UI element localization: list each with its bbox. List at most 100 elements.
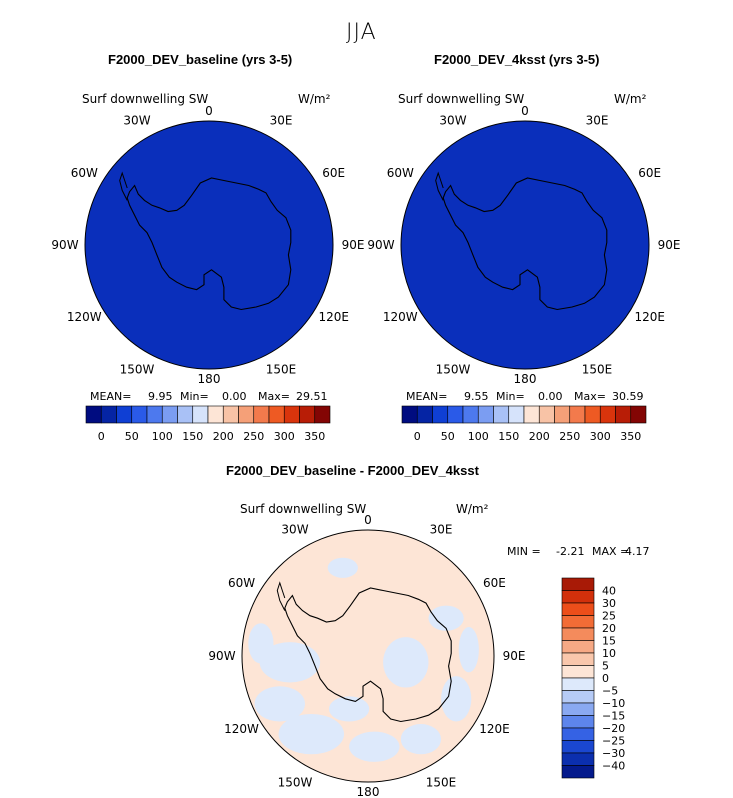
panel2-colorbar-tick-100: 100 [468, 430, 489, 443]
panel3-min-label: MIN = [507, 545, 541, 558]
panel3-peninsula-coastline [276, 581, 286, 611]
panel3-anomaly-patch-7 [327, 557, 358, 578]
season-label: JJA [346, 20, 377, 45]
panel3-max-value: 4.17 [625, 545, 650, 558]
panel2-colorbar-cell-14 [615, 405, 632, 424]
panel3-colorbar-cell-11 [561, 715, 595, 729]
panel2-colorbar-cell-6 [493, 405, 510, 424]
panel3-colorbar-cell-2 [561, 602, 595, 616]
panel3-anomaly-patch-3 [349, 731, 400, 762]
panel2-colorbar-cell-7 [508, 405, 525, 424]
panel1-lon-label-30W: 30W [123, 113, 150, 127]
panel1-peninsula-coastline [119, 171, 128, 201]
panel1-lon-label-120W: 120W [67, 310, 102, 324]
panel2-lon-label-90W: 90W [367, 238, 394, 252]
panel3-colorbar-cell-13 [561, 740, 595, 754]
panel2-lon-label-0: 0 [521, 104, 529, 118]
panel3-colorbar-tick-12: −25 [602, 735, 625, 748]
panel3-lon-label-150W: 150W [278, 775, 313, 789]
panel3-lon-label-120E: 120E [479, 722, 510, 736]
panel3-colorbar-cell-12 [561, 727, 595, 741]
panel3-antarctica-coastline [284, 587, 452, 723]
panel3-colorbar-tick-0: 40 [602, 585, 616, 598]
panel3-colorbar-tick-13: −30 [602, 747, 625, 760]
panel2-colorbar-cell-10 [554, 405, 571, 424]
panel1-lon-label-60W: 60W [71, 166, 98, 180]
panel3-colorbar-cell-14 [561, 752, 595, 766]
panel2-lon-label-30E: 30E [586, 113, 609, 127]
panel2-colorbar-cell-11 [569, 405, 586, 424]
panel3-anomaly-patch-10 [248, 623, 274, 664]
panel3-colorbar-tick-8: −5 [602, 685, 618, 698]
panel1-map-disc [84, 120, 334, 370]
panel1-colorbar-tick-250: 250 [243, 430, 264, 443]
panel3-colorbar-cell-6 [561, 652, 595, 666]
panel3-colorbar-tick-4: 15 [602, 635, 616, 648]
panel3-colorbar-tick-3: 20 [602, 622, 616, 635]
panel1-colorbar-cell-4 [146, 405, 163, 424]
panel2-title: F2000_DEV_4ksst (yrs 3-5) [434, 52, 600, 67]
panel1-lon-label-180: 180 [198, 372, 221, 386]
panel2-colorbar-cell-0 [401, 405, 418, 424]
panel3-lon-label-120W: 120W [224, 722, 259, 736]
panel2-colorbar-tick-300: 300 [590, 430, 611, 443]
panel3-max-label: MAX = [592, 545, 630, 558]
panel1-colorbar-cell-3 [131, 405, 148, 424]
panel1-lon-label-120E: 120E [318, 310, 349, 324]
panel2-min-value: 0.00 [538, 390, 563, 403]
panel3-colorbar-cell-8 [561, 677, 595, 691]
panel3-anomaly-patch-0 [259, 642, 321, 683]
panel2-lon-label-60E: 60E [638, 166, 661, 180]
panel3-colorbar-cell-7 [561, 665, 595, 679]
panel3-anomaly-patch-9 [328, 696, 370, 722]
panel3-anomaly-patch-6 [428, 605, 464, 631]
panel2-antarctica-coastline [442, 177, 608, 311]
panel1-colorbar-cell-2 [116, 405, 133, 424]
panel2-lon-label-30W: 30W [439, 113, 466, 127]
panel3-lon-label-90W: 90W [208, 649, 235, 663]
panel2-colorbar-cell-1 [416, 405, 433, 424]
panel1-colorbar-cell-11 [253, 405, 270, 424]
panel2-lon-label-120W: 120W [383, 310, 418, 324]
panel1-lon-label-60E: 60E [322, 166, 345, 180]
panel1-colorbar-tick-0: 0 [98, 430, 105, 443]
panel3-colorbar-tick-5: 10 [602, 647, 616, 660]
panel2-colorbar-cell-4 [462, 405, 479, 424]
panel1-units: W/m² [298, 92, 331, 106]
panel1-colorbar-cell-12 [268, 405, 285, 424]
panel1-colorbar-cell-15 [314, 405, 331, 424]
panel3-colorbar-tick-11: −20 [602, 722, 625, 735]
panel3-colorbar-cell-15 [561, 765, 595, 779]
panel3-lon-label-150E: 150E [426, 775, 457, 789]
panel2-colorbar-cell-12 [584, 405, 601, 424]
panel3-colorbar-tick-2: 25 [602, 610, 616, 623]
panel3-anomaly-patch-1 [254, 686, 305, 722]
panel2-max-value: 30.59 [612, 390, 644, 403]
panel3-colorbar-tick-7: 0 [602, 672, 609, 685]
panel3-lon-label-180: 180 [357, 785, 380, 798]
panel2-colorbar-tick-250: 250 [559, 430, 580, 443]
panel3-anomaly-patch-5 [441, 676, 472, 722]
panel2-mean-label: MEAN= [406, 390, 448, 403]
panel2-colorbar-cell-9 [538, 405, 555, 424]
panel1-colorbar-cell-14 [299, 405, 316, 424]
panel1-colorbar-cell-1 [100, 405, 117, 424]
panel3-colorbar-tick-9: −10 [602, 697, 625, 710]
panel2-min-label: Min= [496, 390, 525, 403]
panel1-colorbar-cell-5 [161, 405, 178, 424]
panel3-colorbar-cell-3 [561, 615, 595, 629]
panel1-lon-label-0: 0 [205, 104, 213, 118]
panel1-lon-label-90E: 90E [342, 238, 365, 252]
panel1-variable: Surf downwelling SW [82, 92, 209, 106]
panel3-colorbar-tick-10: −15 [602, 710, 625, 723]
panel1-lon-label-150E: 150E [266, 363, 297, 377]
panel1-lon-label-150W: 150W [120, 363, 155, 377]
panel2-map-disc [400, 120, 650, 370]
panel2-colorbar-tick-0: 0 [414, 430, 421, 443]
panel1-max-value: 29.51 [296, 390, 328, 403]
panel1-colorbar-cell-10 [238, 405, 255, 424]
panel1-title: F2000_DEV_baseline (yrs 3-5) [108, 52, 293, 67]
panel2-lon-label-120E: 120E [634, 310, 665, 324]
panel1-lon-label-90W: 90W [51, 238, 78, 252]
panel3-variable: Surf downwelling SW [240, 502, 367, 516]
